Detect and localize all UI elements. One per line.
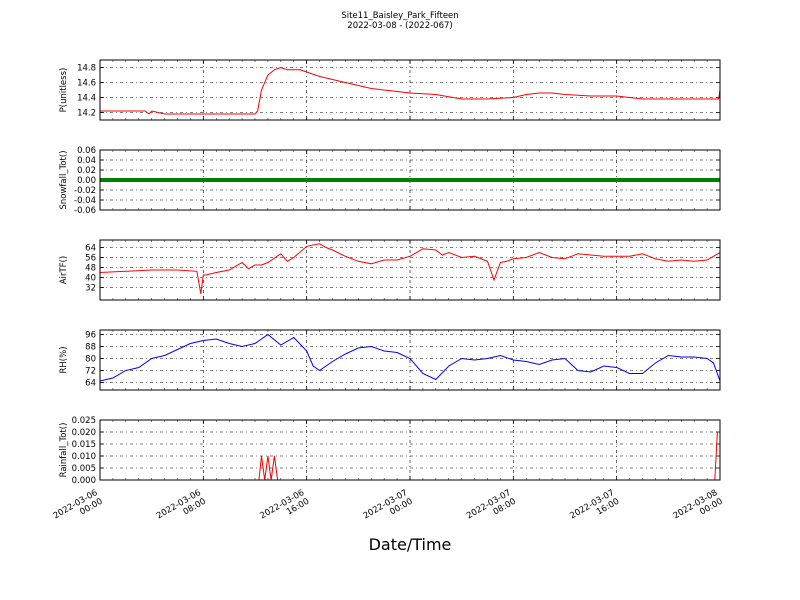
y-tick-label: 0.04: [77, 156, 96, 166]
y-tick-label: 0.005: [72, 464, 96, 474]
x-tick-label: 2022-03-0716:00: [568, 488, 621, 530]
x-tick-label: 2022-03-0600:00: [52, 488, 105, 530]
panel-frame: [99, 239, 721, 301]
y-tick-label: 80: [85, 355, 96, 365]
y-tick-label: 64: [85, 379, 96, 389]
y-axis-label-rh: RH(%): [59, 346, 69, 373]
y-tick-label: 0.025: [72, 416, 96, 426]
y-tick-label: 0.010: [72, 452, 96, 462]
y-axis-label-rainfall: Rainfall_Tot(): [59, 423, 69, 478]
y-tick-label: 56: [85, 254, 96, 264]
y-tick-label: -0.04: [74, 196, 96, 206]
panel-frame: [99, 149, 721, 211]
series-line-rainfall: [100, 431, 720, 481]
y-tick-label: 96: [85, 331, 96, 341]
x-tick-label: 2022-03-0708:00: [465, 488, 518, 530]
x-tick-label: 2022-03-0800:00: [672, 488, 725, 530]
series-line-airtemp: [99, 243, 721, 294]
series-line-rh: [99, 333, 721, 382]
x-axis-label: Date/Time: [369, 535, 452, 554]
panel-frame: [99, 329, 721, 391]
y-tick-label: 72: [85, 367, 96, 377]
y-tick-label: 32: [85, 284, 96, 294]
y-tick-label: 14.4: [77, 94, 96, 104]
y-axis-label-pressure: P(unitless): [59, 68, 69, 113]
chart-titles: Site11_Baisley_Park_Fifteen 2022-03-08 -…: [0, 11, 800, 31]
y-tick-label: 14.8: [77, 64, 96, 74]
y-tick-label: -0.02: [74, 186, 96, 196]
y-tick-label: 88: [85, 343, 96, 353]
y-tick-label: -0.06: [74, 206, 96, 216]
y-tick-label: 0.02: [77, 166, 96, 176]
y-axis-label-snowfall: Snowfall_Tot(): [59, 150, 69, 209]
y-tick-label: 0.020: [72, 428, 96, 438]
series-line-pressure: [100, 66, 721, 115]
chart-subtitle: 2022-03-08 - (2022-067): [347, 21, 453, 31]
y-tick-label: 0.015: [72, 440, 96, 450]
y-tick-label: 0.00: [77, 176, 96, 186]
y-tick-label: 14.2: [77, 109, 96, 119]
chart-title: Site11_Baisley_Park_Fifteen: [341, 11, 459, 21]
y-tick-label: 48: [85, 264, 96, 274]
y-tick-label: 0.000: [72, 476, 96, 486]
x-tick-label: 2022-03-0700:00: [362, 488, 415, 530]
y-tick-label: 0.06: [77, 146, 96, 156]
y-tick-label: 40: [85, 274, 96, 284]
y-tick-label: 14.6: [77, 79, 96, 89]
panel-frame: [99, 419, 721, 481]
x-tick-label: 2022-03-0616:00: [258, 488, 311, 530]
x-tick-label: 2022-03-0608:00: [155, 488, 208, 530]
y-axis-label-airtemp: AirTF(): [59, 256, 69, 284]
panel-frame: [99, 59, 721, 121]
y-tick-label: 64: [85, 244, 96, 254]
